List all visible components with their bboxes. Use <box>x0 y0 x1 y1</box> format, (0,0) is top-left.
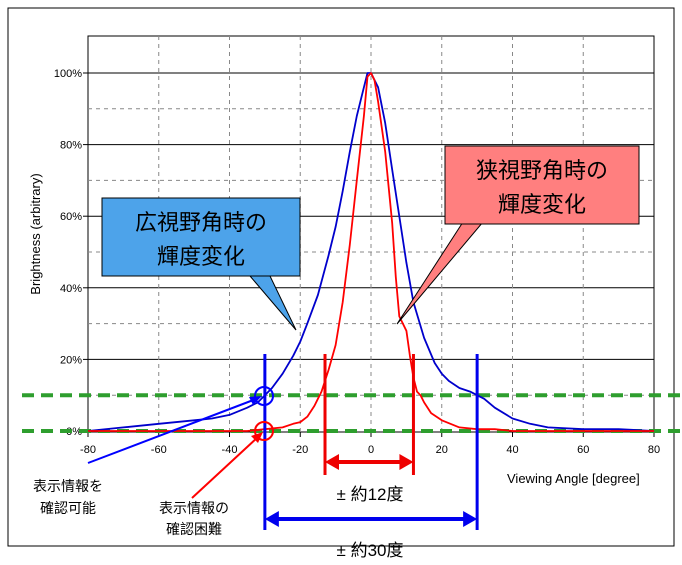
y-tick-label: 100% <box>54 68 82 80</box>
visible-info-annotation: 表示情報を 確認可能 <box>33 386 274 516</box>
x-tick-label: 40 <box>506 444 518 456</box>
hard-to-see-info-annotation: 表示情報の 確認困難 <box>159 421 274 537</box>
wide-range-arrow-head-left <box>264 511 279 527</box>
narrow-range-arrow-head-left <box>325 454 340 470</box>
hard-to-see-circle <box>254 421 274 441</box>
x-tick-label: -80 <box>80 444 96 456</box>
wide-range-label: ± 約30度 <box>337 541 404 560</box>
x-tick-label: 0 <box>368 444 374 456</box>
x-tick-label: -20 <box>292 444 308 456</box>
narrow-angle-callout-line1: 狭視野角時の <box>476 158 608 183</box>
y-axis-ticks: 0%20%40%60%80%100% <box>54 68 88 438</box>
narrow-range-arrow-head-right <box>399 454 414 470</box>
narrow-angle-series-line <box>88 72 654 432</box>
x-tick-label: -60 <box>151 444 167 456</box>
wide-angle-callout-line1: 広視野角時の <box>135 210 267 235</box>
narrow-range-label: ± 約12度 <box>337 485 404 504</box>
x-tick-label: -40 <box>222 444 238 456</box>
wide-angle-callout-box <box>101 197 301 277</box>
x-tick-label: 80 <box>648 444 660 456</box>
wide-angle-series-line <box>87 72 655 432</box>
reference-lines <box>22 393 682 433</box>
y-tick-label: 40% <box>60 283 82 295</box>
narrow-angle-callout-line2: 輝度変化 <box>498 192 586 217</box>
visible-info-line1: 表示情報を <box>33 478 103 494</box>
hard-to-see-line1: 表示情報の <box>159 500 229 516</box>
hard-to-see-arrow <box>191 436 259 499</box>
wide-angle-callout: 広視野角時の 輝度変化 <box>101 197 301 331</box>
visible-info-line2: 確認可能 <box>40 500 96 516</box>
series-lines <box>87 72 655 432</box>
hard-to-see-line2: 確認困難 <box>166 521 222 537</box>
wide-angle-callout-line2: 輝度変化 <box>157 244 245 269</box>
wide-range-arrow-head-right <box>463 511 478 527</box>
narrow-angle-callout-box <box>444 145 640 225</box>
visible-info-circle <box>254 386 274 406</box>
x-tick-label: 60 <box>577 444 589 456</box>
range-markers <box>263 354 479 530</box>
y-tick-label: 60% <box>60 211 82 223</box>
visible-info-arrow <box>87 398 257 464</box>
narrow-angle-callout: 狭視野角時の 輝度変化 <box>396 145 640 325</box>
y-axis-label: Brightness (arbitrary) <box>28 173 43 294</box>
x-tick-label: 20 <box>436 444 448 456</box>
y-tick-label: 20% <box>60 354 82 366</box>
y-tick-label: 80% <box>60 140 82 152</box>
x-axis-label: Viewing Angle [degree] <box>507 471 640 486</box>
